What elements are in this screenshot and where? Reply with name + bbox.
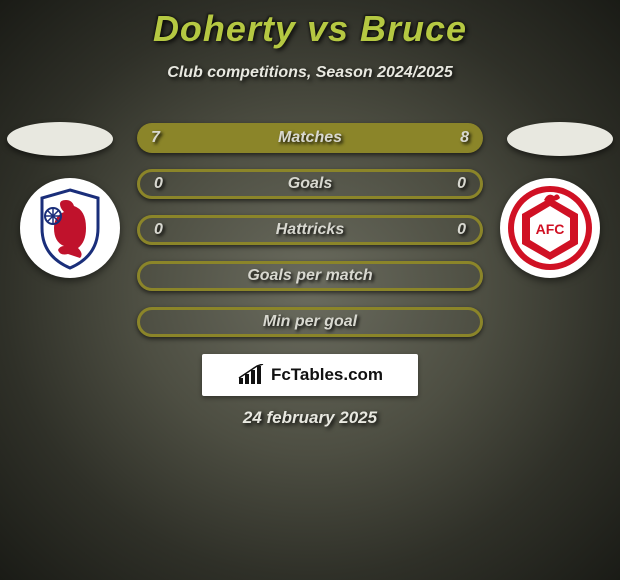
source-logo-box: FcTables.com (202, 354, 418, 396)
stat-label-matches: Matches (278, 129, 342, 147)
player-left-ellipse (7, 122, 113, 156)
infographic-container: Doherty vs Bruce Club competitions, Seas… (0, 0, 620, 580)
subtitle: Club competitions, Season 2024/2025 (0, 64, 620, 82)
page-title: Doherty vs Bruce (0, 0, 620, 50)
club-badge-right: AFC (500, 178, 600, 278)
stat-row-goals-per-match: Goals per match (137, 261, 483, 291)
stat-label-hattricks: Hattricks (276, 221, 344, 239)
svg-text:AFC: AFC (536, 221, 565, 237)
source-logo-text: FcTables.com (271, 365, 383, 385)
stat-label-mpg: Min per goal (263, 313, 357, 331)
raith-rovers-icon (20, 178, 120, 278)
stats-rows: 7 Matches 8 0 Goals 0 0 Hattricks 0 Goal… (137, 123, 483, 353)
stat-right-goals: 0 (457, 175, 466, 193)
stat-row-goals: 0 Goals 0 (137, 169, 483, 199)
club-badge-left (20, 178, 120, 278)
stat-left-matches: 7 (151, 129, 160, 147)
date-text: 24 february 2025 (0, 408, 620, 428)
bar-chart-icon (237, 364, 265, 386)
stat-row-matches: 7 Matches 8 (137, 123, 483, 153)
player-right-ellipse (507, 122, 613, 156)
stat-row-min-per-goal: Min per goal (137, 307, 483, 337)
airdrieonians-icon: AFC (500, 178, 600, 278)
stat-row-hattricks: 0 Hattricks 0 (137, 215, 483, 245)
stat-left-hattricks: 0 (154, 221, 163, 239)
stat-right-hattricks: 0 (457, 221, 466, 239)
stat-right-matches: 8 (460, 129, 469, 147)
stat-left-goals: 0 (154, 175, 163, 193)
stat-label-gpm: Goals per match (247, 267, 372, 285)
stat-label-goals: Goals (288, 175, 332, 193)
